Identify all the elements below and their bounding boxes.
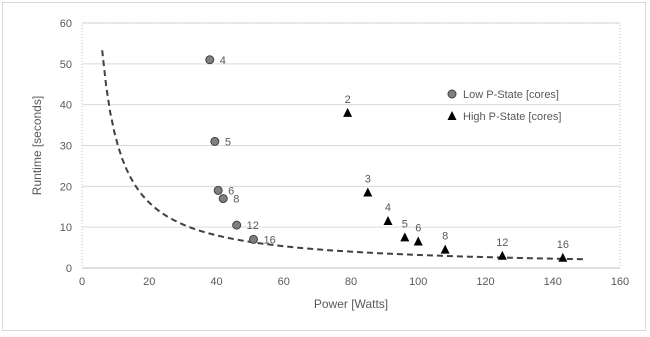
data-label-s0-4: 12 [247, 220, 259, 232]
y-tick-label-10: 10 [60, 222, 72, 234]
data-label-s0-5: 16 [263, 234, 275, 246]
y-tick-label-60: 60 [60, 18, 72, 30]
data-label-s0-3: 8 [233, 194, 239, 206]
point-s0-2 [213, 185, 223, 195]
x-tick-label-100: 100 [409, 276, 427, 288]
gridlines [82, 22, 620, 228]
point-s1-0 [343, 107, 353, 117]
data-label-s1-0: 2 [345, 94, 351, 106]
point-s0-5 [248, 234, 258, 244]
data-label-s1-1: 3 [365, 173, 371, 185]
legend-label-0: Low P-State [cores] [463, 89, 559, 101]
x-tick-label-140: 140 [544, 276, 562, 288]
legend: Low P-State [cores] High P-State [cores] [447, 89, 561, 123]
legend-marker-0 [447, 89, 457, 99]
point-s1-2 [383, 216, 393, 226]
data-label-s1-6: 12 [496, 237, 508, 249]
plot-area [81, 22, 621, 269]
y-tick-label-30: 30 [60, 141, 72, 153]
y-tick-label-50: 50 [60, 59, 72, 71]
point-s1-4 [413, 236, 423, 246]
x-tick-label-40: 40 [210, 276, 222, 288]
point-s1-3 [400, 232, 410, 242]
y-tick-label-0: 0 [66, 263, 72, 275]
y-tick-label-40: 40 [60, 100, 72, 112]
point-s1-1 [363, 187, 373, 197]
point-s0-1 [210, 136, 220, 146]
data-label-s1-4: 6 [415, 222, 421, 234]
point-s0-3 [218, 194, 228, 204]
x-tick-label-20: 20 [143, 276, 155, 288]
point-s0-0 [205, 55, 215, 65]
data-label-s0-0: 4 [220, 55, 226, 67]
data-points [205, 55, 568, 262]
data-label-s1-5: 8 [442, 231, 448, 243]
y-axis-ticks: 0 10 20 30 40 50 60 [60, 18, 72, 275]
data-label-s1-7: 16 [557, 239, 569, 251]
data-label-s1-2: 4 [385, 202, 391, 214]
point-s1-7 [558, 252, 568, 262]
x-axis-ticks: 0 20 40 60 80 100 120 140 160 [79, 276, 629, 288]
power-law-trendline [101, 50, 584, 261]
legend-label-1: High P-State [cores] [463, 111, 561, 123]
x-tick-label-60: 60 [278, 276, 290, 288]
y-tick-label-20: 20 [60, 181, 72, 193]
data-label-s0-1: 5 [225, 136, 231, 148]
plot-border [81, 22, 621, 269]
point-s1-6 [497, 250, 507, 260]
legend-marker-1 [447, 111, 457, 120]
data-label-s1-3: 5 [402, 218, 408, 230]
data-label-s0-2: 6 [228, 185, 234, 197]
x-tick-label-0: 0 [79, 276, 85, 288]
point-s1-5 [440, 244, 450, 254]
x-tick-label-160: 160 [611, 276, 629, 288]
x-tick-label-120: 120 [476, 276, 494, 288]
y-axis-title: Runtime [seconds] [30, 96, 44, 195]
point-s0-4 [232, 220, 242, 230]
x-tick-label-80: 80 [345, 276, 357, 288]
x-axis-title: Power [Watts] [314, 297, 388, 311]
